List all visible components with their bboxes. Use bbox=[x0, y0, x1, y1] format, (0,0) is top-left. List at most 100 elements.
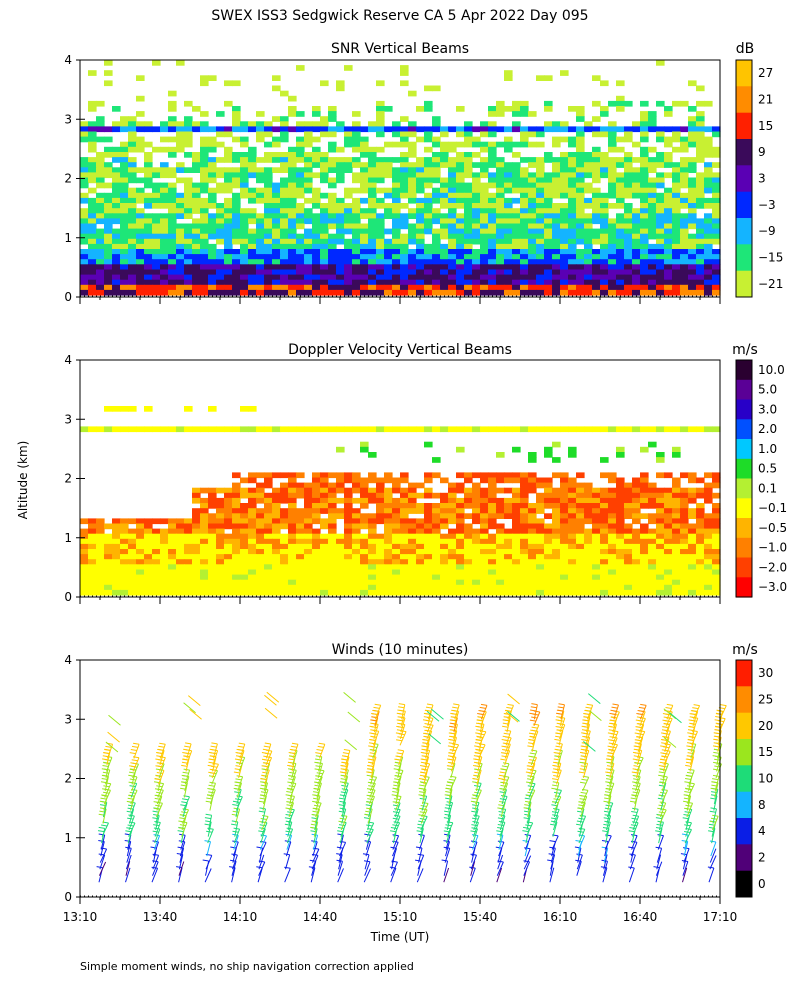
doppler-cell bbox=[200, 513, 209, 519]
doppler-cell bbox=[176, 559, 185, 565]
doppler-cell bbox=[432, 528, 441, 535]
snr-cell bbox=[656, 208, 665, 214]
doppler-cell bbox=[696, 554, 705, 560]
snr-cell bbox=[472, 284, 481, 291]
snr-cell bbox=[384, 279, 393, 286]
doppler-cell bbox=[560, 523, 569, 530]
snr-cell bbox=[232, 203, 241, 209]
snr-cell bbox=[472, 203, 481, 209]
snr-cell bbox=[360, 167, 369, 173]
doppler-cell bbox=[512, 584, 521, 591]
snr-cell bbox=[440, 162, 449, 168]
snr-cell bbox=[544, 203, 553, 209]
snr-cell bbox=[184, 126, 193, 133]
snr-cell bbox=[168, 243, 177, 250]
doppler-cell bbox=[96, 574, 105, 581]
doppler-cell bbox=[256, 472, 265, 479]
snr-cell bbox=[248, 172, 257, 179]
doppler-cell bbox=[224, 543, 233, 550]
snr-cell bbox=[264, 289, 273, 296]
wind-barb-flag bbox=[262, 771, 269, 774]
doppler-cell bbox=[704, 482, 713, 489]
snr-cell bbox=[168, 289, 177, 296]
snr-cell bbox=[104, 264, 113, 270]
snr-cell bbox=[432, 279, 441, 286]
doppler-cell bbox=[168, 533, 177, 540]
snr-cell bbox=[128, 243, 137, 250]
snr-cell bbox=[664, 141, 673, 148]
doppler-cell bbox=[240, 518, 249, 525]
snr-cell bbox=[448, 213, 457, 219]
snr-cell bbox=[144, 157, 153, 163]
snr-cell bbox=[392, 259, 401, 265]
doppler-cell bbox=[704, 574, 713, 581]
wind-barb bbox=[181, 822, 188, 837]
snr-cell bbox=[488, 197, 497, 204]
snr-cell bbox=[456, 284, 465, 291]
snr-cell bbox=[264, 279, 273, 286]
doppler-cell bbox=[184, 523, 193, 530]
snr-cell bbox=[80, 208, 89, 214]
snr-cell bbox=[336, 177, 345, 184]
doppler-cell bbox=[632, 426, 641, 433]
snr-cell bbox=[176, 213, 185, 219]
doppler-cell bbox=[560, 584, 569, 591]
doppler-cell bbox=[216, 589, 225, 596]
snr-cell bbox=[592, 187, 601, 194]
snr-cell bbox=[424, 85, 433, 92]
snr-cell bbox=[288, 223, 297, 230]
snr-cell bbox=[512, 233, 521, 240]
doppler-cell bbox=[464, 554, 473, 560]
doppler-cell bbox=[512, 513, 521, 519]
doppler-cell bbox=[168, 528, 177, 535]
doppler-cell bbox=[296, 472, 305, 479]
doppler-cell bbox=[416, 482, 425, 489]
snr-cell bbox=[560, 259, 569, 265]
snr-cell bbox=[464, 243, 473, 250]
snr-cell bbox=[240, 279, 249, 286]
snr-cell bbox=[296, 167, 305, 173]
snr-cell bbox=[336, 121, 345, 127]
snr-cell bbox=[520, 213, 529, 219]
doppler-cell bbox=[112, 574, 121, 581]
doppler-cell bbox=[560, 492, 569, 499]
snr-cell bbox=[608, 223, 617, 230]
wind-barb bbox=[206, 841, 211, 857]
snr-cell bbox=[544, 152, 553, 158]
snr-cell bbox=[568, 208, 577, 214]
doppler-cell bbox=[456, 518, 465, 525]
snr-cell bbox=[576, 131, 585, 138]
snr-cell bbox=[168, 182, 177, 189]
doppler-cell bbox=[544, 579, 553, 586]
snr-cell bbox=[80, 177, 89, 184]
doppler-cell bbox=[200, 559, 209, 565]
doppler-cell bbox=[144, 574, 153, 581]
snr-cell bbox=[136, 177, 145, 184]
doppler-cell bbox=[176, 574, 185, 581]
doppler-cell bbox=[128, 533, 137, 540]
snr-cell bbox=[392, 121, 401, 127]
doppler-cell bbox=[472, 589, 481, 596]
snr-cell bbox=[544, 249, 553, 255]
doppler-cell bbox=[456, 497, 465, 504]
wind-barb-flag bbox=[340, 765, 347, 767]
snr-cell bbox=[496, 264, 505, 270]
snr-cell bbox=[264, 152, 273, 158]
snr-cell bbox=[264, 157, 273, 163]
doppler-cell bbox=[232, 518, 241, 525]
doppler-cell bbox=[248, 477, 257, 484]
snr-cell bbox=[456, 238, 465, 245]
doppler-cell bbox=[240, 538, 249, 545]
doppler-cell bbox=[224, 503, 233, 509]
doppler-cell bbox=[416, 559, 425, 565]
doppler-cell bbox=[416, 574, 425, 581]
doppler-cell bbox=[216, 543, 225, 550]
snr-cell bbox=[144, 218, 153, 225]
doppler-cell bbox=[464, 564, 473, 570]
snr-cell bbox=[648, 146, 657, 153]
snr-cell bbox=[144, 249, 153, 255]
wind-barb-flag bbox=[205, 813, 212, 816]
snr-cell bbox=[192, 197, 201, 204]
doppler-cell bbox=[584, 487, 593, 494]
snr-cell bbox=[456, 172, 465, 179]
